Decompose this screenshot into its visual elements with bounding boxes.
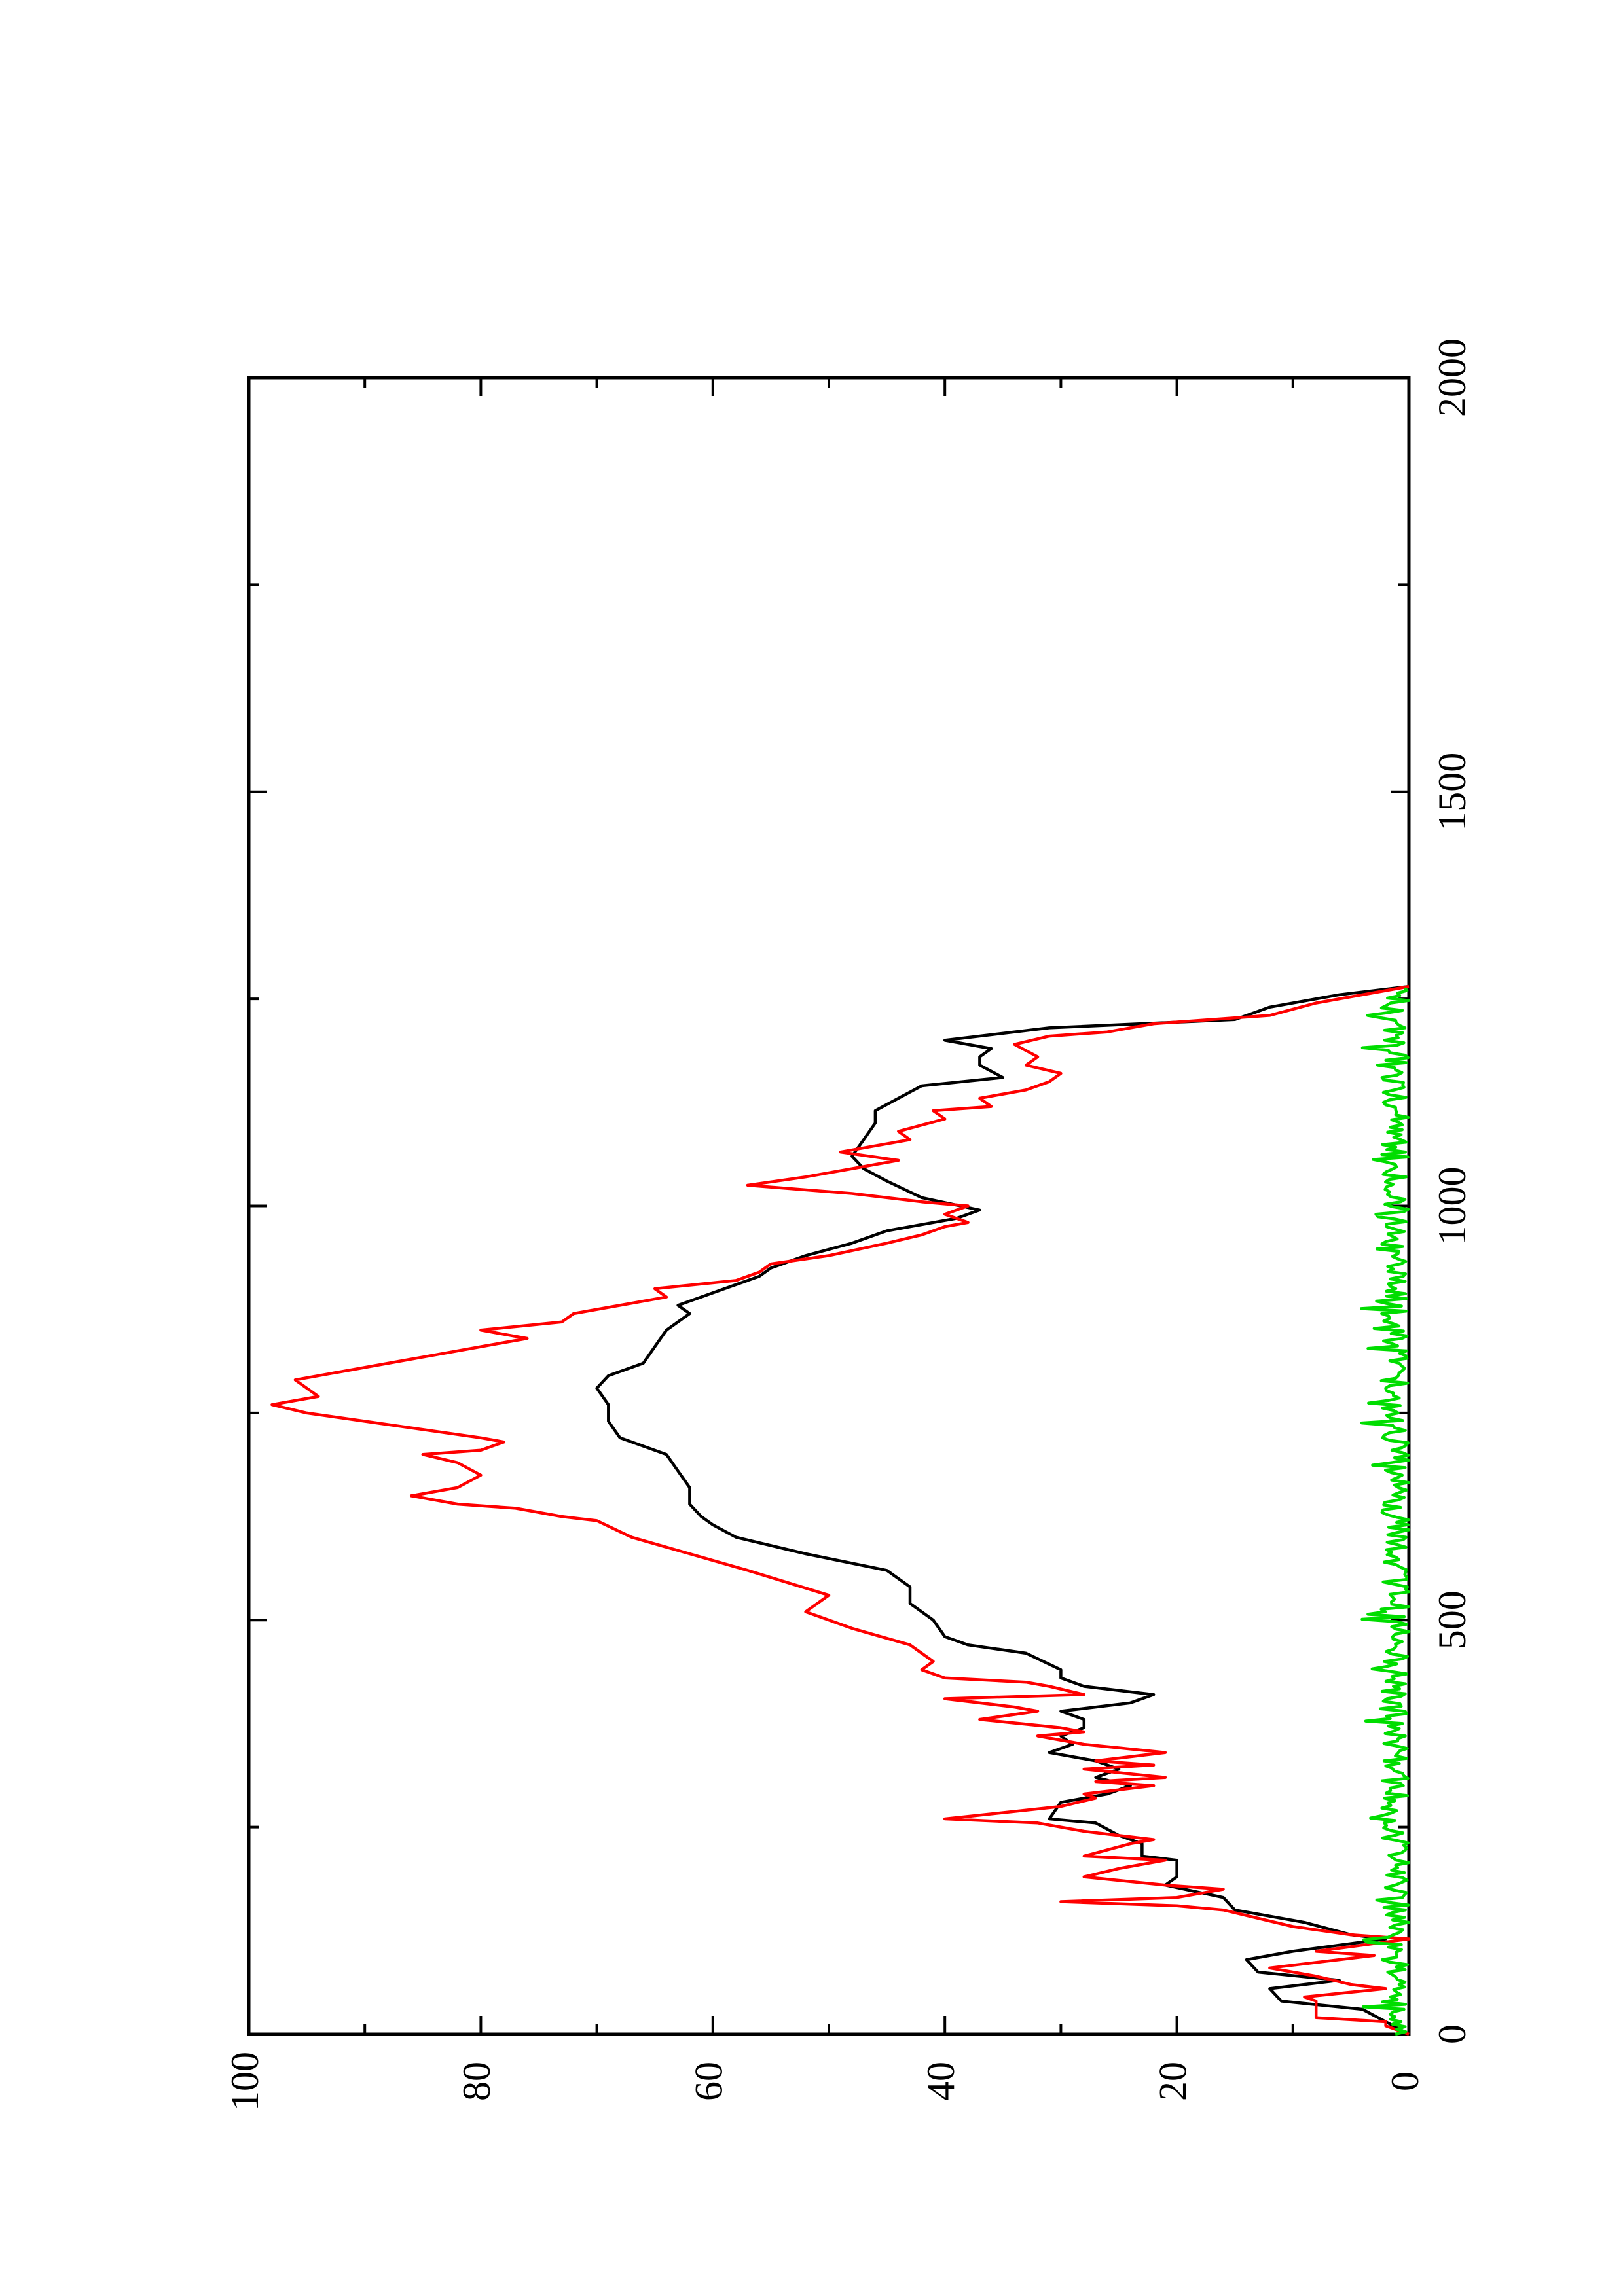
- y-tick-label: 20: [1151, 2062, 1194, 2101]
- x-tick-label: 500: [1431, 1590, 1474, 1649]
- series-line-1: [595, 984, 1410, 2036]
- series-line-3: [1360, 987, 1411, 2036]
- series-line-2: [270, 984, 1411, 2036]
- x-tick-label: 0: [1431, 2024, 1474, 2044]
- axis-ticks: [247, 376, 1410, 2036]
- axis-tick-labels: 0 500 1000 1500 2000 0 20 40 60 80 100: [223, 338, 1474, 2111]
- y-tick-label: 80: [455, 2062, 498, 2101]
- y-tick-label: 0: [1383, 2072, 1427, 2091]
- x-tick-label: 1000: [1431, 1167, 1474, 1246]
- x-tick-label: 2000: [1431, 338, 1474, 417]
- y-tick-label: 40: [919, 2062, 962, 2101]
- series-layer: [270, 984, 1411, 2036]
- plot-area: 0 500 1000 1500 2000 0 20 40 60 80 100: [223, 338, 1474, 2111]
- y-tick-label: 60: [687, 2062, 731, 2101]
- plot-frame: [247, 376, 1411, 2036]
- x-tick-label: 1500: [1431, 753, 1474, 831]
- y-tick-label: 100: [223, 2052, 266, 2111]
